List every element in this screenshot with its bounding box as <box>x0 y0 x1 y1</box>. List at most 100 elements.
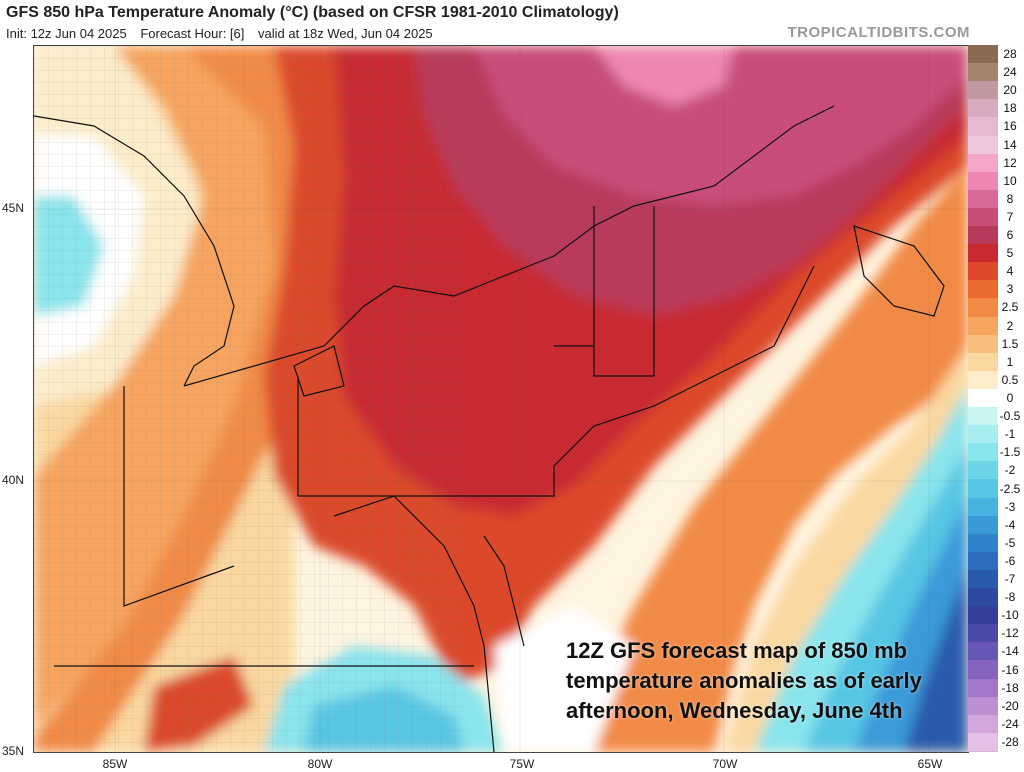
map-area <box>33 45 969 753</box>
colorbar-swatch <box>968 678 998 698</box>
colorbar-label: 1.5 <box>1001 336 1019 351</box>
colorbar-swatch <box>968 588 998 608</box>
colorbar-label: -16 <box>1001 662 1019 677</box>
colorbar-swatch <box>968 280 998 300</box>
colorbar-swatch <box>968 171 998 191</box>
colorbar-label: -1 <box>1004 427 1016 442</box>
colorbar-label: 12 <box>1003 155 1017 170</box>
lon-label-80w: 80W <box>307 757 333 771</box>
colorbar-label: 24 <box>1003 65 1017 80</box>
colorbar-label: 16 <box>1003 119 1017 134</box>
colorbar-label: 10 <box>1003 173 1017 188</box>
colorbar-label: -20 <box>1001 698 1019 713</box>
colorbar-label: -8 <box>1004 590 1016 605</box>
colorbar-label: -28 <box>1001 734 1019 749</box>
colorbar-swatch <box>968 425 998 445</box>
colorbar-swatch <box>968 45 998 65</box>
colorbar-swatch <box>968 443 998 463</box>
boundaries <box>34 105 945 752</box>
colorbar-swatch <box>968 515 998 535</box>
colorbar-swatch <box>968 569 998 590</box>
colorbar-label: 2.5 <box>1001 300 1019 315</box>
colorbar-label: 7 <box>1006 209 1014 224</box>
caption-line: afternoon, Wednesday, June 4th <box>566 698 903 723</box>
colorbar-swatch <box>968 153 998 173</box>
graticule <box>34 46 968 752</box>
colorbar-label: -1.5 <box>999 445 1021 460</box>
colorbar-label: -5 <box>1004 535 1016 550</box>
colorbar-swatch <box>968 352 998 372</box>
colorbar-label: -12 <box>1001 626 1019 641</box>
lat-label-45n: 45N <box>2 201 25 215</box>
colorbar-label: 5 <box>1006 246 1014 261</box>
colorbar-swatch <box>968 99 998 119</box>
colorbar-swatch <box>968 407 998 427</box>
colorbar-swatch <box>968 624 998 644</box>
colorbar-label: -18 <box>1001 680 1019 695</box>
map-subtitle: Init: 12z Jun 04 2025 Forecast Hour: [6]… <box>6 26 443 41</box>
init-time: Init: 12z Jun 04 2025 <box>6 26 127 41</box>
colorbar-swatch <box>968 334 998 354</box>
colorbar-swatch <box>968 461 998 481</box>
colorbar-label: 6 <box>1006 228 1014 243</box>
lon-label-70w: 70W <box>712 757 738 771</box>
colorbar-label: 8 <box>1006 191 1014 206</box>
colorbar-swatch <box>968 81 998 101</box>
colorbar-swatch <box>968 370 998 390</box>
colorbar-swatch <box>968 207 998 228</box>
lat-label-35n: 35N <box>2 744 25 758</box>
colorbar-swatch <box>968 388 998 409</box>
colorbar-swatch <box>968 479 998 499</box>
colorbar-swatch <box>968 714 998 734</box>
colorbar-swatch <box>968 262 998 282</box>
colorbar-label: 3 <box>1006 282 1014 297</box>
watermark: TROPICALTIDBITS.COM <box>787 24 970 41</box>
lon-label-85w: 85W <box>102 757 128 771</box>
colorbar-label: -14 <box>1001 644 1019 659</box>
colorbar-label: -10 <box>1001 608 1019 623</box>
colorbar-label: -6 <box>1004 553 1016 568</box>
colorbar-label: 0 <box>1006 391 1014 405</box>
colorbar-label: 14 <box>1003 137 1017 152</box>
colorbar-label: -2 <box>1004 463 1016 478</box>
county-grid <box>34 46 464 752</box>
lon-label-65w: 65W <box>917 757 943 771</box>
colorbar-swatch <box>968 660 998 680</box>
colorbar-label: 0.5 <box>1001 372 1019 387</box>
colorbar-label: 20 <box>1003 83 1017 98</box>
colorbar-label: 18 <box>1003 101 1017 116</box>
caption-annotation: 12Z GFS forecast map of 850 mb temperatu… <box>566 636 956 726</box>
colorbar-label: 1 <box>1006 354 1014 369</box>
colorbar-label: -3 <box>1004 499 1016 514</box>
anomaly-map <box>34 46 968 752</box>
colorbar-label: -4 <box>1004 517 1016 532</box>
colorbar-swatch <box>968 189 998 209</box>
valid-time: valid at 18z Wed, Jun 04 2025 <box>258 26 433 41</box>
colorbar-swatch <box>968 135 998 155</box>
colorbar-swatch <box>968 117 998 137</box>
map-title: GFS 850 hPa Temperature Anomaly (°C) (ba… <box>6 4 619 21</box>
colorbar-label: 28 <box>1003 47 1017 62</box>
colorbar-swatch <box>968 551 998 571</box>
colorbar-label: -7 <box>1004 572 1016 587</box>
colorbar-label: -2.5 <box>999 481 1021 496</box>
colorbar-swatch <box>968 316 998 336</box>
caption-line: temperature anomalies as of early <box>566 668 922 693</box>
colorbar-swatch <box>968 226 998 246</box>
caption-line: 12Z GFS forecast map of 850 mb <box>566 638 908 663</box>
forecast-hour: Forecast Hour: [6] <box>140 26 245 41</box>
colorbar-swatch <box>968 606 998 626</box>
colorbar-label: -0.5 <box>999 409 1021 424</box>
lat-label-40n: 40N <box>2 473 25 487</box>
colorbar-swatch <box>968 696 998 716</box>
colorbar-swatch <box>968 298 998 318</box>
colorbar-label: 2 <box>1006 318 1014 333</box>
colorbar-swatch <box>968 533 998 553</box>
colorbar-swatch <box>968 732 998 752</box>
colorbar-label: -24 <box>1001 716 1019 731</box>
lon-label-75w: 75W <box>509 757 535 771</box>
colorbar-label: 4 <box>1006 264 1014 279</box>
colorbar-swatch <box>968 63 998 83</box>
colorbar-swatch <box>968 497 998 517</box>
colorbar-legend: 28 24 20 18 16 14 12 10 8 7 6 5 4 3 2.5 2 1.5 1 0.5 0 -0.5 -1… <box>968 45 1024 752</box>
